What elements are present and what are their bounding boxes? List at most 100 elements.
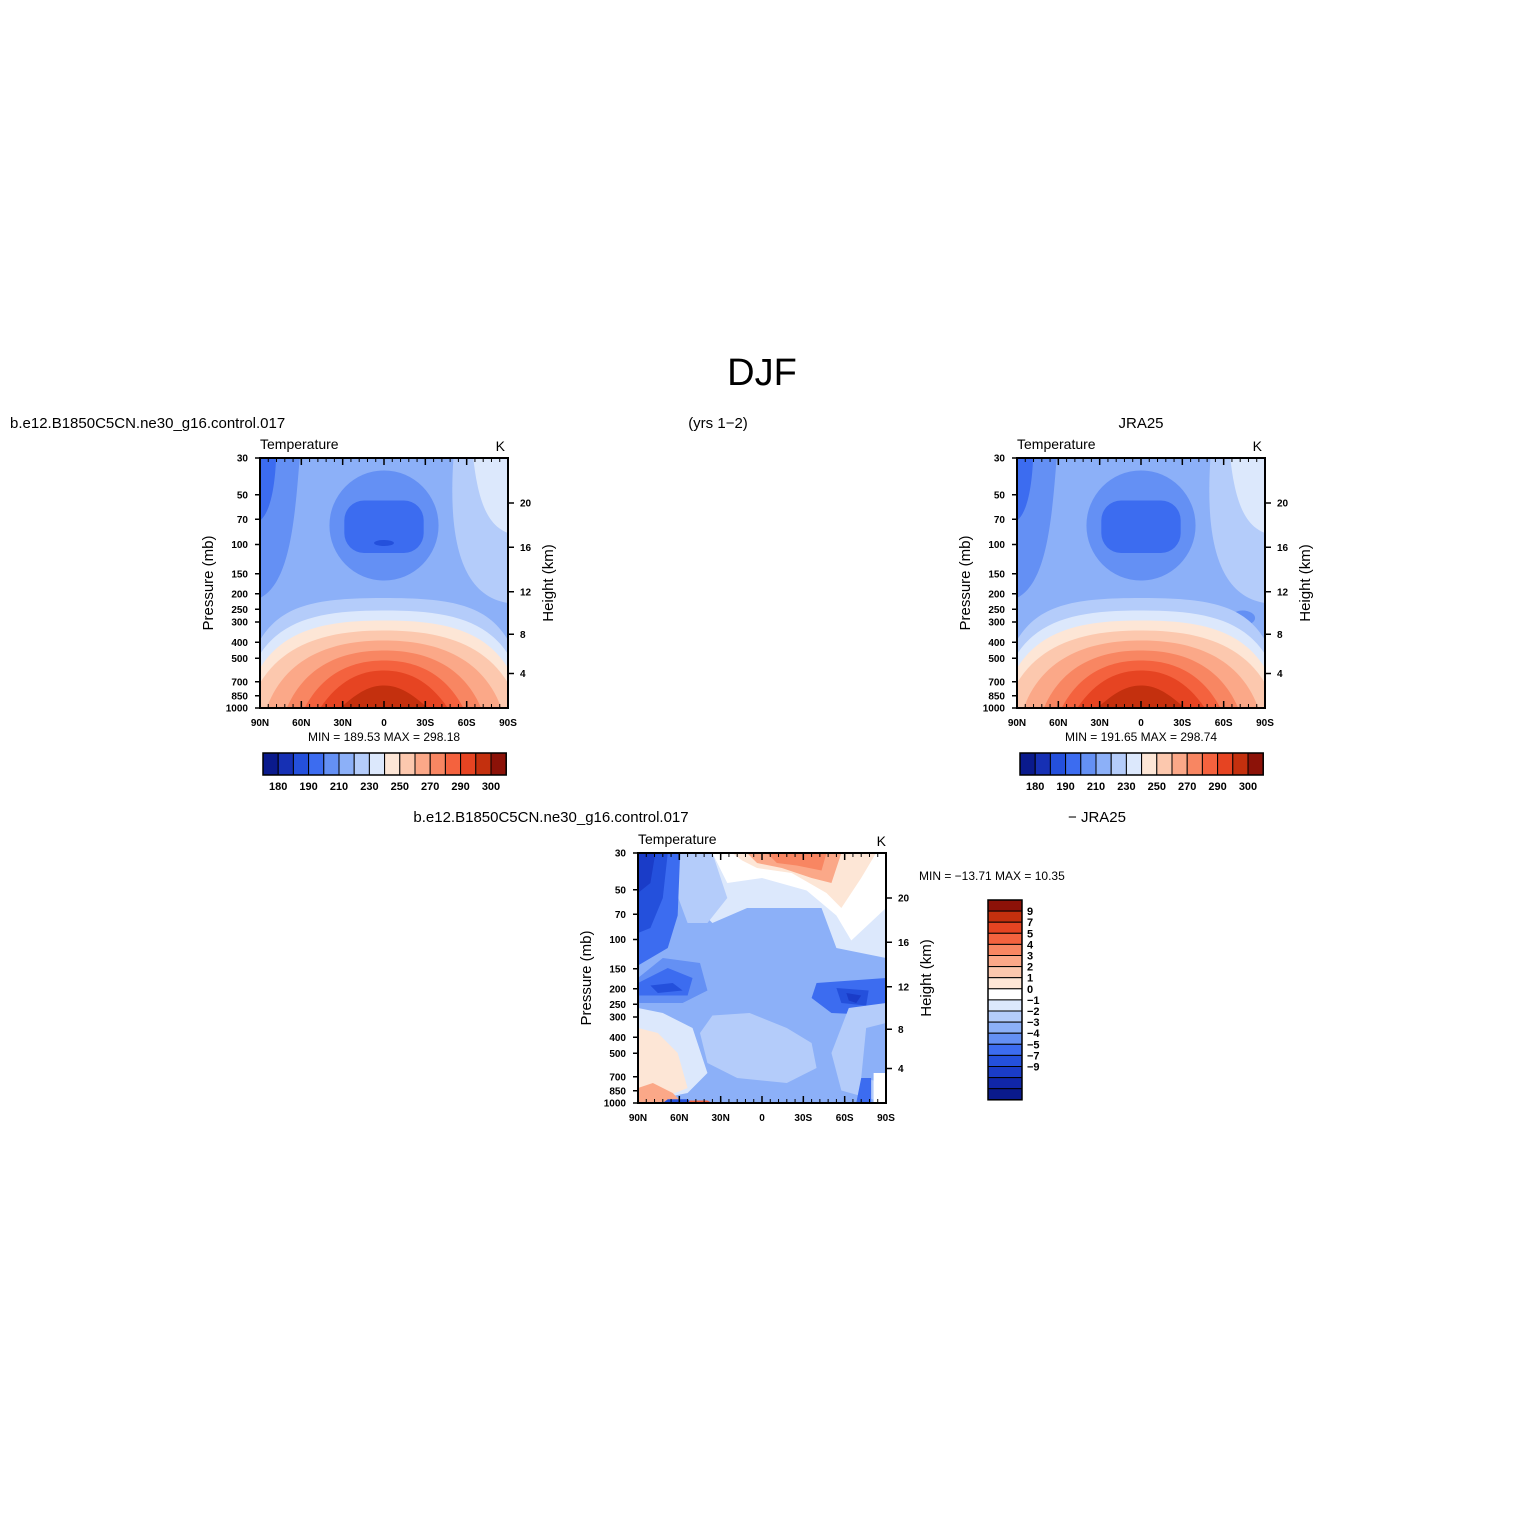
- colorbar-box: [1247, 752, 1264, 776]
- colorbar-box: [338, 752, 355, 776]
- colorbar-label: −1: [1027, 995, 1040, 1007]
- colorbar-box: [987, 977, 1023, 990]
- x-tick-label: 0: [381, 718, 387, 729]
- y-tick-label: 70: [237, 515, 249, 526]
- y2-tick-label: 20: [1277, 499, 1289, 510]
- difference-pressure-axis-label: Pressure (mb): [578, 930, 595, 1025]
- y-tick-label: 850: [231, 691, 248, 702]
- y-tick-label: 700: [231, 677, 248, 688]
- colorbar-box: [1065, 752, 1082, 776]
- obs-minmax-label: MIN = 191.65 MAX = 298.74: [1065, 730, 1217, 744]
- y-tick-label: 70: [994, 515, 1006, 526]
- obs-height-axis-label: Height (km): [1297, 544, 1314, 622]
- colorbar-label: 250: [1148, 781, 1166, 793]
- contour-band: [340, 685, 428, 708]
- colorbar-box: [399, 752, 416, 776]
- colorbar-label: 180: [269, 781, 287, 793]
- colorbar-box: [987, 1054, 1023, 1068]
- colorbar-box: [987, 899, 1023, 912]
- contour-band: [638, 1083, 683, 1103]
- obs-temperature-panel: Temperature K Pressure (mb) Height (km) …: [957, 436, 1314, 793]
- y-tick-label: 400: [609, 1033, 626, 1044]
- years-label: (yrs 1−2): [688, 415, 748, 432]
- colorbar-box: [1095, 752, 1112, 776]
- y-tick-label: 250: [231, 605, 248, 616]
- x-tick-label: 90S: [877, 1113, 895, 1124]
- colorbar-label: 5: [1027, 928, 1033, 940]
- x-tick-label: 0: [759, 1113, 765, 1124]
- model-minmax-label: MIN = 189.53 MAX = 298.18: [308, 730, 460, 744]
- colorbar-box: [987, 955, 1023, 968]
- colorbar-box: [987, 910, 1023, 923]
- colorbar-label: −3: [1027, 1017, 1040, 1029]
- x-tick-label: 30S: [794, 1113, 812, 1124]
- x-tick-label: 60S: [458, 718, 476, 729]
- colorbar-box: [1019, 752, 1036, 776]
- colorbar-label: 290: [1208, 781, 1226, 793]
- y-tick-label: 1000: [983, 704, 1006, 715]
- colorbar-box: [1034, 752, 1051, 776]
- y-tick-label: 150: [231, 569, 248, 580]
- colorbar-box: [987, 1010, 1023, 1023]
- y-tick-label: 300: [231, 618, 248, 629]
- colorbar-box: [987, 932, 1023, 945]
- y2-tick-label: 16: [1277, 543, 1289, 554]
- contour-band: [1017, 458, 1034, 521]
- colorbar-box: [1171, 752, 1188, 776]
- contour-band: [344, 500, 424, 553]
- colorbar-label: −9: [1027, 1062, 1040, 1074]
- y-tick-label: 700: [609, 1072, 626, 1083]
- y-tick-label: 250: [988, 605, 1005, 616]
- y-tick-label: 100: [609, 935, 626, 946]
- colorbar-box: [262, 752, 279, 776]
- difference-panel: Temperature K Pressure (mb) Height (km) …: [578, 831, 1065, 1124]
- obs-contour-field: [1017, 458, 1265, 708]
- diff-obs-label: − JRA25: [1068, 809, 1126, 826]
- y2-tick-label: 16: [520, 543, 532, 554]
- colorbar-label: 9: [1027, 906, 1033, 918]
- x-tick-label: 90N: [1008, 718, 1026, 729]
- colorbar-frame: [1019, 752, 1264, 776]
- difference-minmax-label: MIN = −13.71 MAX = 10.35: [919, 869, 1065, 883]
- x-tick-label: 60N: [1049, 718, 1067, 729]
- x-tick-label: 30N: [711, 1113, 729, 1124]
- colorbar-label: 180: [1026, 781, 1044, 793]
- y2-tick-label: 8: [898, 1025, 904, 1036]
- y-tick-label: 30: [237, 454, 249, 465]
- y-tick-label: 50: [237, 490, 249, 501]
- colorbar-box: [1080, 752, 1097, 776]
- contour-band: [861, 1023, 886, 1083]
- colorbar-label: 2: [1027, 962, 1033, 974]
- y-tick-label: 1000: [604, 1099, 627, 1110]
- obs-axes: 90N 60N 30N 0 30S 60S 90S 30 50 70 100 150 200 250 300…: [983, 454, 1289, 730]
- colorbar-box: [1232, 752, 1249, 776]
- colorbar-box: [353, 752, 370, 776]
- y-tick-label: 250: [609, 1000, 626, 1011]
- y-tick-label: 500: [988, 654, 1005, 665]
- colorbar-box: [1125, 752, 1143, 776]
- model-axes: 90N 60N 30N 0 30S 60S 90S 30 50 70 100 150 200 250 300…: [226, 454, 532, 730]
- y-tick-label: 50: [994, 490, 1006, 501]
- y2-tick-label: 4: [898, 1064, 904, 1075]
- y-tick-label: 50: [615, 885, 627, 896]
- colorbar-box: [475, 752, 492, 776]
- contour-band: [650, 983, 683, 993]
- colorbar-box: [384, 752, 401, 776]
- colorbar-box: [987, 1043, 1023, 1056]
- y-tick-label: 200: [988, 589, 1005, 600]
- colorbar-box: [1186, 752, 1203, 776]
- y2-tick-label: 8: [520, 630, 526, 641]
- model-contour-field: [260, 458, 508, 708]
- colorbar-label: 190: [299, 781, 317, 793]
- colorbar-box: [460, 752, 477, 776]
- model-temperature-panel: Temperature K Pressure (mb) Height (km) …: [200, 436, 557, 793]
- colorbar-label: 190: [1056, 781, 1074, 793]
- y-tick-label: 30: [615, 849, 627, 860]
- colorbar-box: [414, 752, 431, 776]
- contour-band: [1097, 685, 1185, 708]
- colorbar-label: 230: [1117, 781, 1135, 793]
- y2-tick-label: 4: [520, 669, 526, 680]
- colorbar-box: [444, 752, 462, 776]
- y-tick-label: 400: [231, 638, 248, 649]
